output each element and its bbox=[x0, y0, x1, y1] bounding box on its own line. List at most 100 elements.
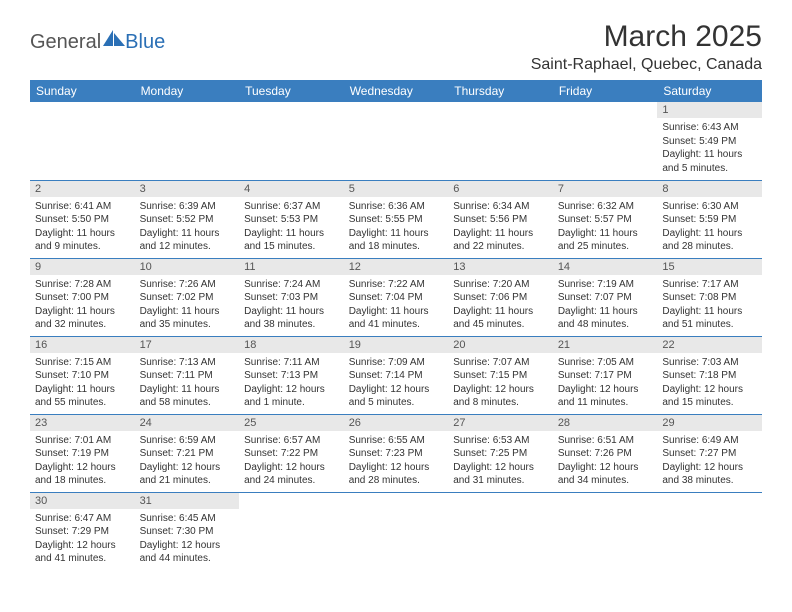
sunset-line: Sunset: 7:22 PM bbox=[244, 447, 339, 461]
day-number: 7 bbox=[553, 181, 658, 197]
day-number: 15 bbox=[657, 259, 762, 275]
day-number: 9 bbox=[30, 259, 135, 275]
calendar-cell: 29Sunrise: 6:49 AMSunset: 7:27 PMDayligh… bbox=[657, 414, 762, 492]
day-number: 4 bbox=[239, 181, 344, 197]
sunset-line: Sunset: 7:15 PM bbox=[453, 369, 548, 383]
sunset-line: Sunset: 7:27 PM bbox=[662, 447, 757, 461]
daylight-line: Daylight: 12 hours and 11 minutes. bbox=[558, 383, 653, 410]
sunset-line: Sunset: 7:14 PM bbox=[349, 369, 444, 383]
calendar-cell bbox=[239, 492, 344, 570]
weekday-header: Wednesday bbox=[344, 80, 449, 102]
daylight-line: Daylight: 12 hours and 38 minutes. bbox=[662, 461, 757, 488]
daylight-line: Daylight: 12 hours and 24 minutes. bbox=[244, 461, 339, 488]
calendar-cell: 4Sunrise: 6:37 AMSunset: 5:53 PMDaylight… bbox=[239, 180, 344, 258]
day-number: 20 bbox=[448, 337, 553, 353]
day-body: Sunrise: 6:51 AMSunset: 7:26 PMDaylight:… bbox=[553, 431, 658, 491]
calendar-cell: 6Sunrise: 6:34 AMSunset: 5:56 PMDaylight… bbox=[448, 180, 553, 258]
sunset-line: Sunset: 7:10 PM bbox=[35, 369, 130, 383]
calendar-row: 23Sunrise: 7:01 AMSunset: 7:19 PMDayligh… bbox=[30, 414, 762, 492]
daylight-line: Daylight: 12 hours and 5 minutes. bbox=[349, 383, 444, 410]
day-body: Sunrise: 6:49 AMSunset: 7:27 PMDaylight:… bbox=[657, 431, 762, 491]
daylight-line: Daylight: 11 hours and 38 minutes. bbox=[244, 305, 339, 332]
day-body: Sunrise: 7:11 AMSunset: 7:13 PMDaylight:… bbox=[239, 353, 344, 413]
daylight-line: Daylight: 12 hours and 1 minute. bbox=[244, 383, 339, 410]
daylight-line: Daylight: 12 hours and 21 minutes. bbox=[140, 461, 235, 488]
daylight-line: Daylight: 11 hours and 58 minutes. bbox=[140, 383, 235, 410]
sunrise-line: Sunrise: 7:28 AM bbox=[35, 278, 130, 292]
sunrise-line: Sunrise: 6:43 AM bbox=[662, 121, 757, 135]
day-number: 12 bbox=[344, 259, 449, 275]
calendar-cell: 17Sunrise: 7:13 AMSunset: 7:11 PMDayligh… bbox=[135, 336, 240, 414]
sunrise-line: Sunrise: 7:01 AM bbox=[35, 434, 130, 448]
calendar-cell: 19Sunrise: 7:09 AMSunset: 7:14 PMDayligh… bbox=[344, 336, 449, 414]
sunrise-line: Sunrise: 6:41 AM bbox=[35, 200, 130, 214]
sunrise-line: Sunrise: 6:36 AM bbox=[349, 200, 444, 214]
sunset-line: Sunset: 7:21 PM bbox=[140, 447, 235, 461]
daylight-line: Daylight: 12 hours and 28 minutes. bbox=[349, 461, 444, 488]
sunset-line: Sunset: 7:11 PM bbox=[140, 369, 235, 383]
weekday-header: Friday bbox=[553, 80, 658, 102]
calendar-cell: 9Sunrise: 7:28 AMSunset: 7:00 PMDaylight… bbox=[30, 258, 135, 336]
calendar-cell: 26Sunrise: 6:55 AMSunset: 7:23 PMDayligh… bbox=[344, 414, 449, 492]
day-number: 27 bbox=[448, 415, 553, 431]
calendar-cell: 30Sunrise: 6:47 AMSunset: 7:29 PMDayligh… bbox=[30, 492, 135, 570]
day-number: 2 bbox=[30, 181, 135, 197]
sunrise-line: Sunrise: 6:45 AM bbox=[140, 512, 235, 526]
sunset-line: Sunset: 5:49 PM bbox=[662, 135, 757, 149]
sunrise-line: Sunrise: 7:05 AM bbox=[558, 356, 653, 370]
calendar-cell: 1Sunrise: 6:43 AMSunset: 5:49 PMDaylight… bbox=[657, 102, 762, 180]
sunset-line: Sunset: 7:19 PM bbox=[35, 447, 130, 461]
daylight-line: Daylight: 12 hours and 34 minutes. bbox=[558, 461, 653, 488]
day-number: 14 bbox=[553, 259, 658, 275]
calendar-cell: 12Sunrise: 7:22 AMSunset: 7:04 PMDayligh… bbox=[344, 258, 449, 336]
calendar-cell bbox=[30, 102, 135, 180]
day-body: Sunrise: 7:20 AMSunset: 7:06 PMDaylight:… bbox=[448, 275, 553, 335]
daylight-line: Daylight: 12 hours and 41 minutes. bbox=[35, 539, 130, 566]
sunset-line: Sunset: 7:03 PM bbox=[244, 291, 339, 305]
day-number: 29 bbox=[657, 415, 762, 431]
day-body: Sunrise: 7:09 AMSunset: 7:14 PMDaylight:… bbox=[344, 353, 449, 413]
calendar-cell: 11Sunrise: 7:24 AMSunset: 7:03 PMDayligh… bbox=[239, 258, 344, 336]
day-body: Sunrise: 6:47 AMSunset: 7:29 PMDaylight:… bbox=[30, 509, 135, 569]
calendar-cell bbox=[239, 102, 344, 180]
sunset-line: Sunset: 7:25 PM bbox=[453, 447, 548, 461]
day-body: Sunrise: 6:45 AMSunset: 7:30 PMDaylight:… bbox=[135, 509, 240, 569]
day-number: 19 bbox=[344, 337, 449, 353]
day-number: 5 bbox=[344, 181, 449, 197]
daylight-line: Daylight: 11 hours and 5 minutes. bbox=[662, 148, 757, 175]
day-body: Sunrise: 6:36 AMSunset: 5:55 PMDaylight:… bbox=[344, 197, 449, 257]
day-body: Sunrise: 6:59 AMSunset: 7:21 PMDaylight:… bbox=[135, 431, 240, 491]
sunrise-line: Sunrise: 7:09 AM bbox=[349, 356, 444, 370]
day-body: Sunrise: 7:17 AMSunset: 7:08 PMDaylight:… bbox=[657, 275, 762, 335]
sunset-line: Sunset: 7:26 PM bbox=[558, 447, 653, 461]
calendar-cell bbox=[344, 102, 449, 180]
day-body: Sunrise: 6:34 AMSunset: 5:56 PMDaylight:… bbox=[448, 197, 553, 257]
sunrise-line: Sunrise: 6:59 AM bbox=[140, 434, 235, 448]
day-number: 21 bbox=[553, 337, 658, 353]
sunrise-line: Sunrise: 7:03 AM bbox=[662, 356, 757, 370]
weekday-header: Sunday bbox=[30, 80, 135, 102]
calendar-body: 1Sunrise: 6:43 AMSunset: 5:49 PMDaylight… bbox=[30, 102, 762, 570]
day-body: Sunrise: 7:22 AMSunset: 7:04 PMDaylight:… bbox=[344, 275, 449, 335]
day-body: Sunrise: 6:30 AMSunset: 5:59 PMDaylight:… bbox=[657, 197, 762, 257]
day-body: Sunrise: 6:32 AMSunset: 5:57 PMDaylight:… bbox=[553, 197, 658, 257]
sunset-line: Sunset: 5:56 PM bbox=[453, 213, 548, 227]
sunrise-line: Sunrise: 6:55 AM bbox=[349, 434, 444, 448]
daylight-line: Daylight: 12 hours and 31 minutes. bbox=[453, 461, 548, 488]
day-body: Sunrise: 6:39 AMSunset: 5:52 PMDaylight:… bbox=[135, 197, 240, 257]
daylight-line: Daylight: 11 hours and 35 minutes. bbox=[140, 305, 235, 332]
calendar-cell: 20Sunrise: 7:07 AMSunset: 7:15 PMDayligh… bbox=[448, 336, 553, 414]
daylight-line: Daylight: 11 hours and 45 minutes. bbox=[453, 305, 548, 332]
calendar-cell: 25Sunrise: 6:57 AMSunset: 7:22 PMDayligh… bbox=[239, 414, 344, 492]
day-body: Sunrise: 6:37 AMSunset: 5:53 PMDaylight:… bbox=[239, 197, 344, 257]
calendar-cell: 13Sunrise: 7:20 AMSunset: 7:06 PMDayligh… bbox=[448, 258, 553, 336]
sunrise-line: Sunrise: 6:49 AM bbox=[662, 434, 757, 448]
logo-text-general: General bbox=[30, 31, 101, 54]
calendar-cell bbox=[344, 492, 449, 570]
day-body: Sunrise: 7:24 AMSunset: 7:03 PMDaylight:… bbox=[239, 275, 344, 335]
day-body: Sunrise: 7:13 AMSunset: 7:11 PMDaylight:… bbox=[135, 353, 240, 413]
sunset-line: Sunset: 7:00 PM bbox=[35, 291, 130, 305]
weekday-header: Thursday bbox=[448, 80, 553, 102]
sunset-line: Sunset: 7:30 PM bbox=[140, 525, 235, 539]
day-body: Sunrise: 6:53 AMSunset: 7:25 PMDaylight:… bbox=[448, 431, 553, 491]
